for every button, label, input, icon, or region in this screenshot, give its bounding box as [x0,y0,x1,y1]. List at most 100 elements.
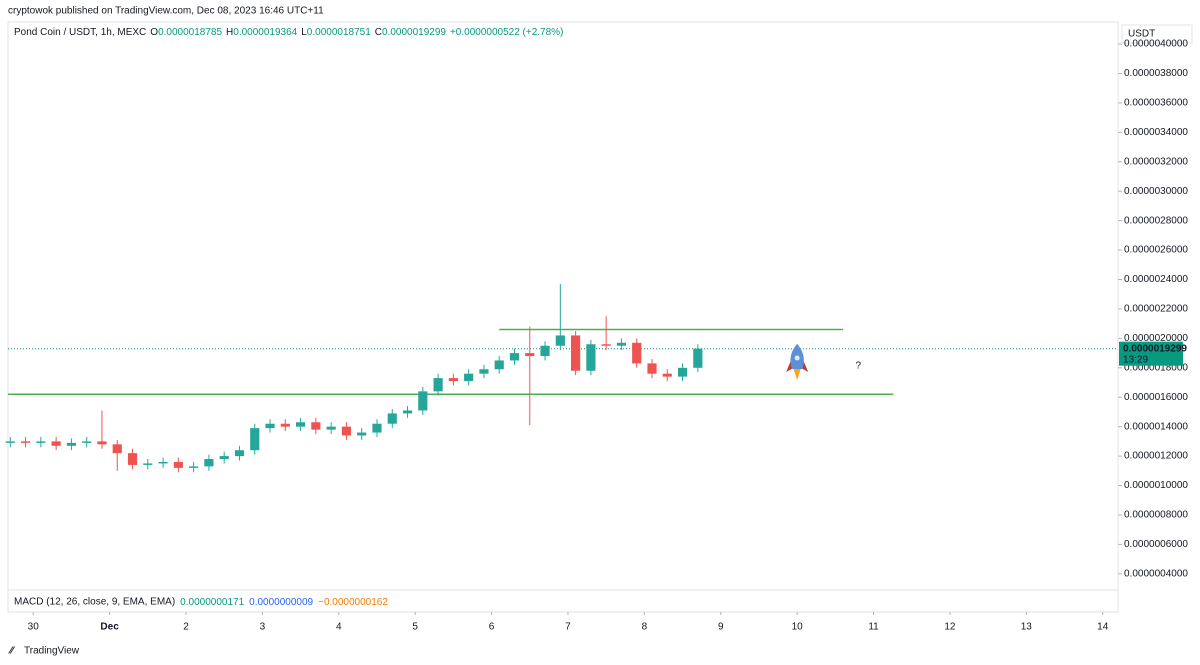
rocket-window [794,355,800,361]
y-tick-label: 0.0000010000 [1124,480,1188,491]
candle-body [234,450,245,457]
x-tick-label: Dec [100,622,119,633]
y-tick-label: 0.0000026000 [1124,245,1188,256]
candle-body [112,444,122,454]
candle-body [372,423,382,433]
candle-body [601,344,611,346]
last-price-label: 0.0000019299 [1123,343,1187,354]
candle-body [616,342,627,346]
candle-body [326,426,336,430]
candle-body [586,344,596,371]
y-tick-label: 0.0000014000 [1124,421,1188,432]
x-tick-label: 7 [565,622,571,633]
ohlc-value: 0.0000019299 [382,27,446,38]
ohlc-key: C [375,27,382,38]
candle-body [418,391,428,411]
y-tick-label: 0.0000018000 [1124,362,1188,373]
symbol-name: Pond Coin / USDT, 1h, MEXC [14,27,146,38]
countdown: 13:29 [1123,354,1148,365]
x-tick-label: 8 [642,622,648,633]
x-tick-label: 5 [412,622,418,633]
candle-body [250,428,260,451]
candle-body [5,441,15,443]
candle-body [204,459,214,467]
candle-body [494,360,504,370]
candle-body [693,348,703,368]
annotation: ? [855,361,861,372]
ohlc-value: 0.0000018751 [307,27,371,38]
candle-body [479,369,489,374]
y-tick-label: 0.0000032000 [1124,156,1188,167]
candle-body [97,441,107,445]
candle-body [341,426,352,436]
ohlc-value: 0.0000019364 [233,27,297,38]
macd-label: MACD (12, 26, close, 9, EMA, EMA) 0.00000… [14,597,388,608]
y-tick-label: 0.0000030000 [1124,186,1188,197]
candle-body [571,335,581,371]
candle-body [525,353,535,357]
candle-body [265,423,275,429]
x-tick-label: 13 [1021,622,1033,633]
y-tick-label: 0.0000016000 [1124,392,1188,403]
x-tick-label: 10 [792,622,804,633]
rocket-flame [793,368,802,380]
candle-body [127,453,138,465]
candle-body [647,363,657,374]
macd-value: 0.0000000171 [180,597,244,608]
y-tick-label: 0.0000006000 [1124,539,1188,550]
y-tick-label: 0.0000040000 [1124,39,1188,50]
candle-body [555,335,565,346]
candle-body [357,432,367,436]
candle-body [296,422,306,427]
y-tick-label: 0.0000008000 [1124,510,1188,521]
candle-body [51,441,61,446]
x-tick-label: 2 [183,622,189,633]
x-tick-label: 14 [1097,622,1109,633]
last-price-box [1119,341,1183,366]
change: +0.0000000522 (+2.78%) [450,27,563,38]
macd-value: 0.0000000009 [249,597,313,608]
macd-value: −0.0000000162 [318,597,388,608]
x-tick-label: 9 [718,622,724,633]
ohlc-key: H [226,27,233,38]
candle-body [662,373,672,377]
y-tick-label: 0.0000020000 [1124,333,1188,344]
ohlc-value: 0.0000018785 [158,27,222,38]
candle-body [448,378,458,382]
x-tick-label: 6 [489,622,495,633]
x-tick-label: 11 [868,622,879,633]
candle-body [433,378,443,392]
y-tick-label: 0.0000022000 [1124,304,1188,315]
y-tick-label: 0.0000038000 [1124,68,1188,79]
footer-brand: TradingView [24,646,80,657]
ohlc-key: L [301,27,307,38]
candle-body [280,423,290,427]
x-tick-label: 30 [28,622,40,633]
y-tick-label: 0.0000004000 [1124,568,1188,579]
symbol: Pond Coin / USDT, 1h, MEXC O0.0000018785 H… [14,27,563,38]
candle-body [219,456,229,460]
candle-body [632,342,642,364]
candle-body [311,422,321,430]
y-tick-label: 0.0000028000 [1124,215,1188,226]
ohlc-key: O [150,27,158,38]
candle-body [173,461,183,468]
candle-body [464,373,474,382]
candle-body [36,441,46,443]
candle-body [66,442,76,446]
x-tick-label: 12 [944,622,956,633]
x-tick-label: 4 [336,622,342,633]
publisher: cryptowok published on TradingView.com, … [8,6,324,17]
candle-body [20,441,31,443]
y-tick-label: 0.0000012000 [1124,451,1188,462]
candle-body [387,413,397,424]
x-tick-label: 3 [260,622,266,633]
y-tick-label: 0.0000024000 [1124,274,1188,285]
currency-box[interactable] [1121,24,1193,44]
y-tick-label: 0.0000036000 [1124,98,1188,109]
y-tick-label: 0.0000034000 [1124,127,1188,138]
candle-body [402,410,413,414]
candle-body [158,461,168,464]
